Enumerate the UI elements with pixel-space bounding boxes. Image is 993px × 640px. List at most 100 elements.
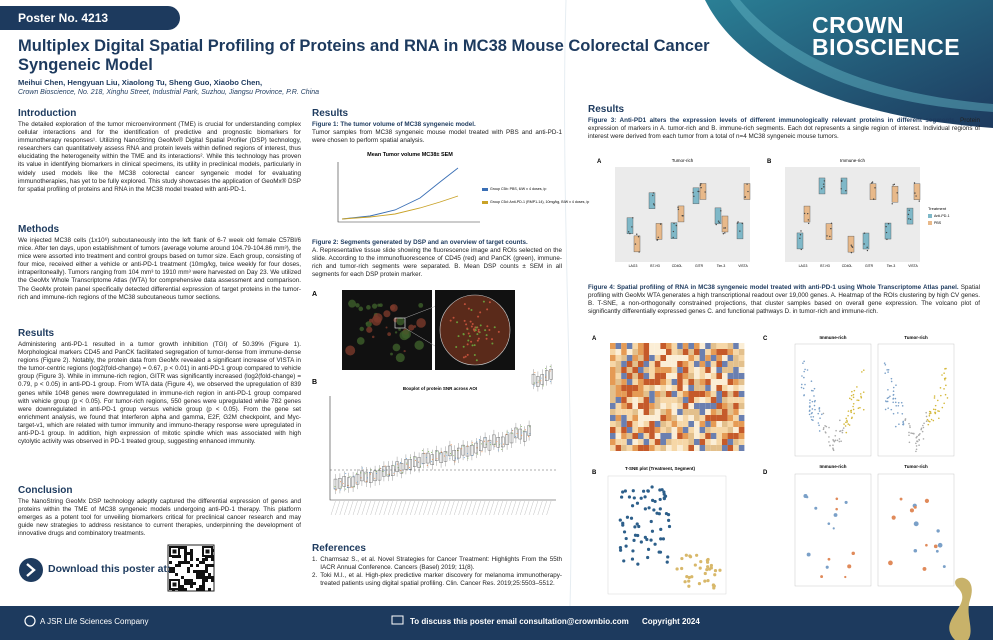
point — [632, 496, 636, 500]
contact[interactable]: To discuss this poster email consultatio… — [410, 617, 629, 626]
point — [857, 399, 860, 402]
qr-cell — [205, 567, 208, 570]
point — [454, 457, 456, 459]
point — [913, 505, 917, 509]
heatmap-cell — [705, 445, 711, 451]
qr-cell — [184, 561, 187, 564]
point — [946, 397, 949, 399]
point — [636, 233, 638, 235]
point — [844, 425, 847, 427]
heatmap-cell — [626, 403, 633, 409]
heatmap-cell — [610, 445, 616, 451]
point — [489, 442, 491, 444]
heatmap-cell — [733, 355, 739, 361]
heatmap-cell — [649, 421, 655, 427]
qr-cell — [202, 585, 205, 588]
point — [940, 394, 942, 397]
footer-icon — [24, 615, 36, 627]
heatmap-cell — [654, 379, 661, 385]
point — [446, 454, 448, 456]
heatmap-cell — [733, 415, 739, 421]
point — [646, 547, 651, 551]
heatmap-cell — [722, 427, 728, 433]
heatmap-cell — [615, 391, 622, 397]
point — [493, 446, 495, 448]
point — [813, 387, 816, 390]
heatmap-cell — [671, 361, 678, 367]
point — [856, 399, 858, 401]
heatmap-cell — [671, 397, 678, 403]
heatmap-cell — [626, 361, 633, 367]
point — [814, 399, 816, 402]
heatmap-cell — [638, 403, 644, 409]
heatmap-cell — [677, 391, 683, 397]
tissue-spot — [371, 335, 375, 339]
point — [920, 427, 923, 430]
heatmap-cell — [660, 379, 666, 385]
point — [355, 482, 357, 484]
point — [847, 410, 850, 412]
heatmap-cell — [615, 409, 622, 415]
point — [549, 370, 551, 372]
heatmap-cell — [677, 421, 683, 427]
zoom-spot — [475, 359, 478, 362]
heatmap-cell — [705, 361, 711, 367]
heatmap-cell — [615, 373, 622, 379]
heatmap-cell — [615, 385, 622, 391]
point — [537, 381, 539, 383]
point — [637, 236, 640, 238]
point — [436, 451, 438, 453]
point — [652, 203, 655, 205]
point — [835, 429, 837, 432]
heatmap-cell — [738, 391, 745, 397]
qr-cell — [199, 561, 202, 564]
qr-cell — [211, 564, 214, 567]
footer-bar — [0, 606, 993, 640]
point — [704, 191, 706, 193]
point — [639, 540, 643, 544]
point — [934, 408, 937, 411]
point — [834, 434, 837, 437]
x-tick-line — [401, 500, 407, 516]
point — [800, 386, 803, 389]
zoom-spot — [457, 335, 460, 338]
point — [683, 580, 687, 584]
point — [401, 472, 403, 474]
heatmap-cell — [694, 349, 700, 355]
point — [353, 475, 355, 477]
zoom-spot — [466, 353, 469, 356]
heatmap-cell — [677, 373, 683, 379]
legend-label: PBS — [934, 221, 942, 225]
panel-title: Tumor-rich — [904, 335, 928, 340]
point — [909, 218, 912, 220]
point — [637, 524, 641, 529]
point — [918, 438, 920, 441]
point — [885, 231, 888, 234]
zoom-spot — [479, 311, 482, 314]
point — [666, 555, 670, 559]
heatmap-cell — [694, 409, 700, 415]
point — [827, 557, 831, 561]
point — [945, 367, 947, 370]
point — [724, 227, 727, 229]
point — [711, 583, 716, 587]
zoom-spot — [497, 330, 500, 333]
qr-cell — [211, 558, 214, 561]
heatmap-cell — [722, 355, 728, 361]
point — [886, 400, 889, 403]
qr-cell — [196, 570, 199, 573]
heatmap-cell — [677, 343, 683, 349]
x-tick-line — [493, 500, 499, 516]
point — [418, 461, 420, 463]
figure-title: Boxplot of protein SNR across AOI — [403, 386, 477, 391]
tissue-spot — [408, 324, 415, 331]
qr-finder — [172, 549, 177, 554]
download-link[interactable]: Download this poster at: — [48, 563, 171, 575]
point — [811, 408, 814, 410]
heatmap-cell — [705, 349, 711, 355]
download-arrow — [26, 563, 36, 577]
point — [852, 393, 855, 396]
heatmap-cell — [649, 439, 655, 445]
heatmap-cell — [654, 349, 661, 355]
